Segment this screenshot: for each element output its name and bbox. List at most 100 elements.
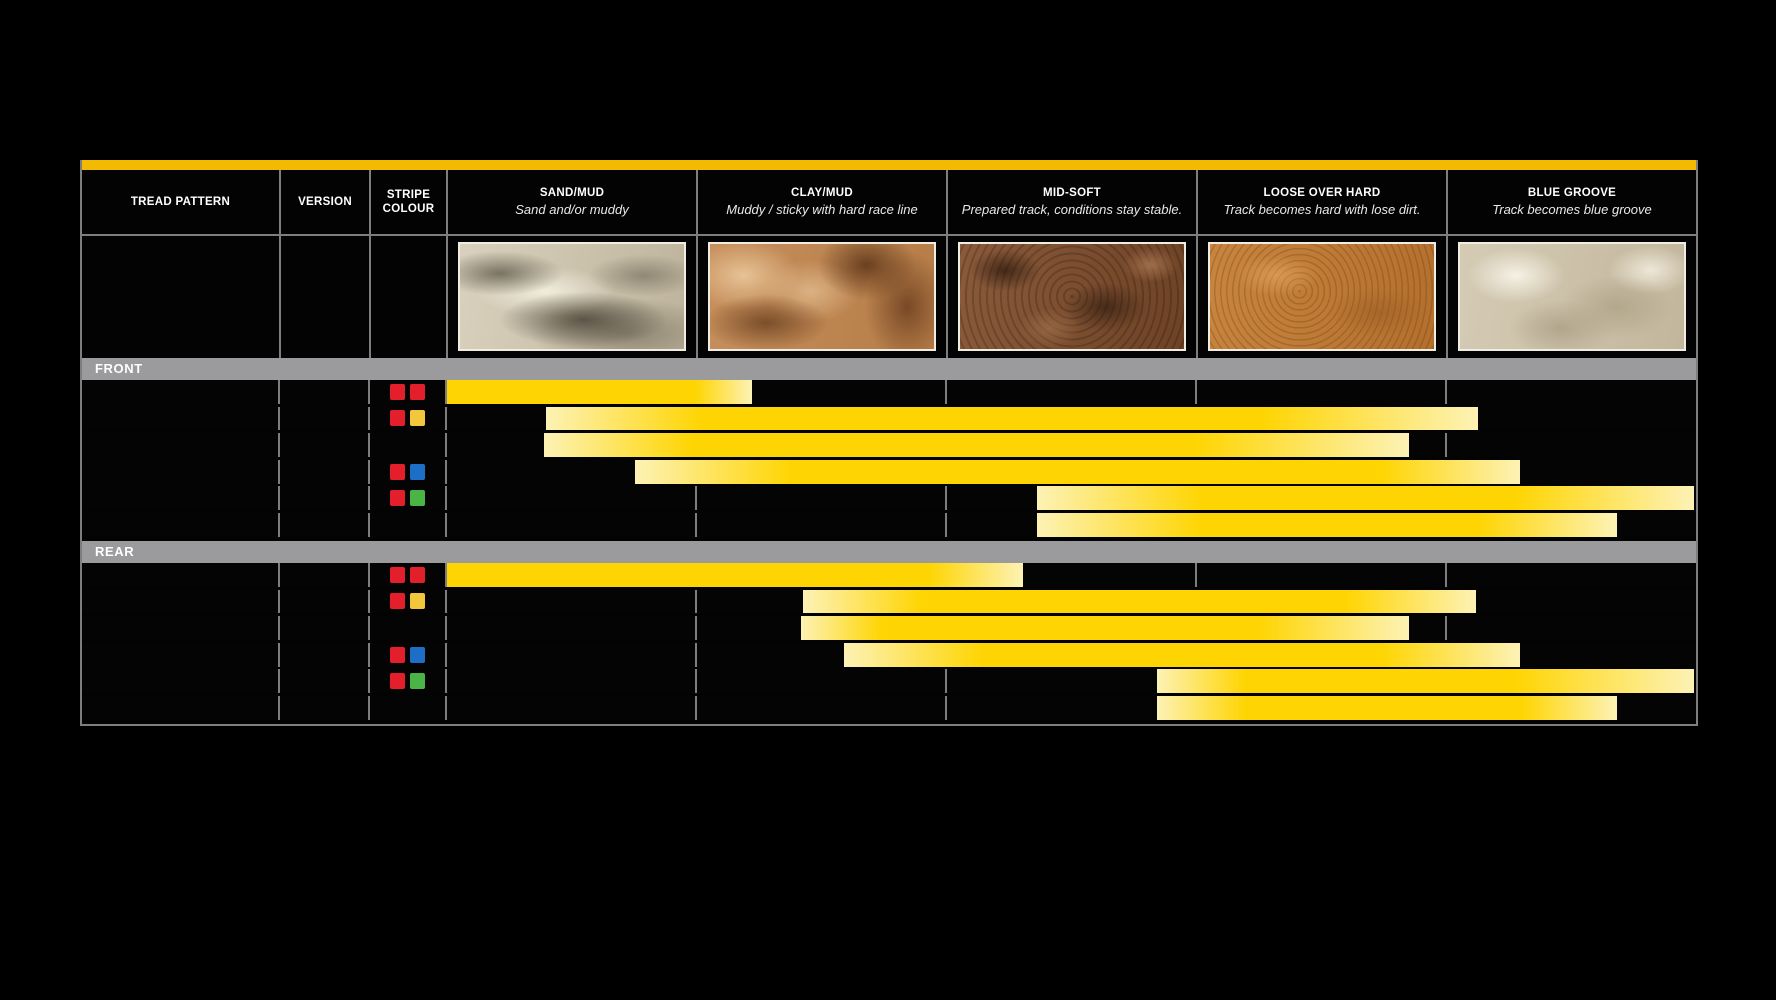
column-divider: [277, 562, 281, 587]
stripe-swatch-red: [390, 646, 405, 663]
column-divider: [277, 433, 281, 457]
stripe-swatch-red: [390, 463, 405, 480]
column-subtitle: Muddy / sticky with hard race line: [726, 201, 918, 217]
column-subtitle: Prepared track, conditions stay stable.: [961, 201, 1183, 217]
column-divider: [1444, 616, 1448, 640]
photo-cell-loose: [1196, 236, 1446, 358]
column-divider: [444, 669, 448, 694]
tyre-row: [82, 562, 1696, 587]
column-divider: [694, 589, 698, 614]
column-divider: [367, 616, 371, 640]
column-divider: [277, 486, 281, 511]
bluegroove-terrain-photo: [1458, 242, 1686, 351]
column-title: MID-SOFT: [1043, 187, 1101, 200]
column-title: CLAY/MUD: [790, 187, 854, 200]
column-divider: [444, 695, 448, 720]
section-band-rear: REAR: [82, 540, 1696, 563]
suitability-bar: [1037, 486, 1694, 511]
photo-cell-bluegroove: [1446, 236, 1696, 358]
stripe-swatch-red: [390, 383, 405, 400]
photo-cell-stripe: [369, 236, 446, 358]
header-separator: [82, 234, 1696, 237]
column-title: TREAD PATTERN: [130, 195, 231, 208]
tyre-row: [82, 512, 1696, 537]
stripe-swatch-red: [390, 566, 405, 583]
suitability-bar: [801, 616, 1409, 640]
column-divider: [277, 459, 281, 484]
stripe-swatch-red: [390, 490, 405, 507]
suitability-bar: [844, 642, 1520, 667]
column-divider: [367, 695, 371, 720]
column-divider: [694, 642, 698, 667]
stripe-colour-swatches: [369, 669, 446, 693]
column-divider: [367, 512, 371, 537]
header-cell-stripe: STRIPE COLOUR: [369, 170, 446, 234]
header-cell-tread: TREAD PATTERN: [82, 170, 279, 234]
stripe-swatch-blue: [410, 646, 425, 663]
suitability-bar: [1157, 695, 1617, 720]
section-rows-front: [82, 379, 1696, 537]
suitability-bar: [635, 459, 1520, 484]
midsoft-terrain-photo: [958, 242, 1186, 351]
stripe-swatch-blue: [410, 463, 425, 480]
clay-terrain-photo: [708, 242, 936, 351]
photo-cell-midsoft: [946, 236, 1196, 358]
header-cell-sand: SAND/MUD Sand and/or muddy: [446, 170, 696, 234]
column-divider: [277, 512, 281, 537]
column-divider: [277, 695, 281, 720]
column-divider: [944, 695, 948, 720]
sand-terrain-photo: [458, 242, 686, 351]
tyre-row: [82, 433, 1696, 457]
column-divider: [944, 486, 948, 511]
column-divider: [277, 589, 281, 614]
column-divider: [277, 379, 281, 404]
column-divider: [277, 642, 281, 667]
suitability-bar: [1157, 669, 1694, 694]
suitability-bar: [803, 589, 1476, 614]
tyre-row: [82, 669, 1696, 694]
tyre-row: [82, 486, 1696, 511]
tyre-row: [82, 589, 1696, 614]
stripe-swatch-red: [390, 673, 405, 690]
stripe-swatch-green: [410, 490, 425, 507]
suitability-bar: [447, 562, 1023, 587]
column-subtitle: Sand and/or muddy: [515, 201, 629, 217]
stripe-colour-swatches: [369, 486, 446, 510]
tyre-row: [82, 406, 1696, 431]
column-divider: [367, 669, 371, 694]
column-divider: [367, 589, 371, 614]
column-divider: [444, 379, 448, 404]
column-divider: [694, 512, 698, 537]
column-divider: [1444, 562, 1448, 587]
tyre-row: [82, 642, 1696, 667]
column-divider: [1194, 562, 1198, 587]
column-divider: [694, 486, 698, 511]
column-divider: [1444, 433, 1448, 457]
tyre-row: [82, 695, 1696, 720]
section-band-front: FRONT: [82, 357, 1696, 380]
column-divider: [367, 562, 371, 587]
column-divider: [1194, 379, 1198, 404]
stripe-swatch-green: [410, 673, 425, 690]
header-cell-loose: LOOSE OVER HARD Track becomes hard with l…: [1196, 170, 1446, 234]
suitability-bar: [544, 433, 1409, 457]
column-divider: [367, 459, 371, 484]
header-cell-clay: CLAY/MUD Muddy / sticky with hard race li…: [696, 170, 946, 234]
column-divider: [444, 562, 448, 587]
terrain-photo-row: [82, 236, 1696, 358]
stripe-colour-swatches: [369, 407, 446, 431]
column-divider: [444, 589, 448, 614]
accent-bar: [82, 160, 1696, 170]
tyre-row: [82, 616, 1696, 640]
column-divider: [444, 616, 448, 640]
stripe-swatch-red: [390, 593, 405, 610]
tyre-row: [82, 379, 1696, 404]
section-rows-rear: [82, 562, 1696, 720]
stripe-swatch-yellow: [410, 593, 425, 610]
photo-cell-clay: [696, 236, 946, 358]
suitability-bar: [546, 406, 1478, 431]
stripe-swatch-red: [410, 383, 425, 400]
stripe-colour-swatches: [369, 563, 446, 587]
column-divider: [694, 616, 698, 640]
column-divider: [444, 486, 448, 511]
